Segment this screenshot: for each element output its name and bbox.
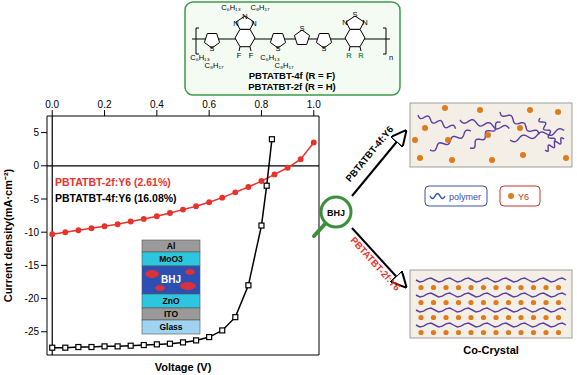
svg-text:Co-Crystal: Co-Crystal [463,344,519,356]
svg-text:Current density(mA·cm⁻²): Current density(mA·cm⁻²) [2,168,14,302]
svg-text:PBTATBT-2f (R = H): PBTATBT-2f (R = H) [248,81,336,92]
svg-text:Al: Al [167,241,176,251]
svg-text:R: R [346,51,352,60]
svg-text:0: 0 [33,160,39,171]
svg-text:-10: -10 [25,227,40,238]
svg-text:0.8: 0.8 [255,99,269,110]
svg-text:S: S [209,44,214,53]
svg-text:5: 5 [33,127,39,138]
svg-text:ITO: ITO [164,309,178,319]
svg-text:C₆H₁₃: C₆H₁₃ [260,53,279,62]
svg-text:F: F [237,51,242,60]
svg-text:S: S [321,44,326,53]
svg-text:0.0: 0.0 [45,99,59,110]
svg-text:C₈H₁₇: C₈H₁₇ [250,3,269,12]
svg-text:MoO3: MoO3 [159,254,183,264]
svg-text:PBTATBT-4f:Y6: PBTATBT-4f:Y6 [343,124,395,184]
svg-text:1.0: 1.0 [307,99,321,110]
svg-text:PBTATBT-4f (R = F): PBTATBT-4f (R = F) [249,70,335,81]
svg-text:-25: -25 [25,326,40,337]
svg-text:R: R [358,51,364,60]
svg-text:ZnO: ZnO [163,296,180,306]
svg-text:Voltage (V): Voltage (V) [155,361,212,373]
svg-text:S: S [275,44,280,53]
svg-text:S: S [352,10,357,19]
svg-text:N: N [251,19,256,28]
svg-text:PBTATBT-4f:Y6 (16.08%): PBTATBT-4f:Y6 (16.08%) [55,192,177,204]
svg-text:0.6: 0.6 [202,99,216,110]
svg-text:Y6: Y6 [518,192,529,202]
svg-text:C₈H₁₇: C₈H₁₇ [204,61,223,70]
svg-text:N: N [342,18,347,27]
svg-text:C₆H₁₃: C₆H₁₃ [221,3,240,12]
svg-text:PBTATBT-2f:Y6 (2.61%): PBTATBT-2f:Y6 (2.61%) [55,176,171,188]
svg-text:BHJ: BHJ [327,208,345,218]
svg-text:-15: -15 [25,260,40,271]
svg-text:-20: -20 [25,293,40,304]
svg-text:F: F [249,51,254,60]
svg-text:polymer: polymer [449,192,481,202]
svg-text:BHJ: BHJ [161,274,181,285]
svg-text:PBTATBT-2f:Y6: PBTATBT-2f:Y6 [348,234,402,292]
svg-text:N: N [233,19,238,28]
svg-text:N: N [362,18,367,27]
svg-text:N: N [242,12,247,21]
svg-text:0.4: 0.4 [150,99,164,110]
svg-text:C₆H₁₃: C₆H₁₃ [190,53,209,62]
svg-text:-5: -5 [30,194,39,205]
svg-text:Glass: Glass [159,322,182,332]
svg-text:S: S [299,24,304,33]
svg-text:n: n [389,53,393,62]
svg-text:C₈H₁₇: C₈H₁₇ [274,61,293,70]
svg-text:0.2: 0.2 [98,99,112,110]
